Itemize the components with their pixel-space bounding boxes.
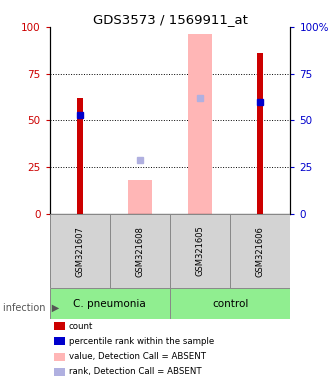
Bar	[50, 214, 110, 288]
Bar	[128, 180, 152, 214]
Text: infection  ▶: infection ▶	[3, 303, 59, 313]
Bar	[188, 34, 212, 214]
Bar	[257, 53, 263, 214]
Title: GDS3573 / 1569911_at: GDS3573 / 1569911_at	[92, 13, 248, 26]
Text: count: count	[69, 321, 93, 331]
Text: rank, Detection Call = ABSENT: rank, Detection Call = ABSENT	[69, 367, 201, 376]
Text: percentile rank within the sample: percentile rank within the sample	[69, 337, 214, 346]
Bar	[170, 214, 230, 288]
Bar	[54, 322, 65, 330]
Bar	[54, 368, 65, 376]
Bar	[77, 98, 82, 214]
Text: GSM321605: GSM321605	[196, 226, 205, 276]
Text: GSM321608: GSM321608	[135, 226, 144, 276]
Bar	[54, 338, 65, 345]
Text: GSM321607: GSM321607	[75, 226, 84, 276]
Text: value, Detection Call = ABSENT: value, Detection Call = ABSENT	[69, 352, 206, 361]
Bar	[230, 214, 290, 288]
Text: C. pneumonia: C. pneumonia	[73, 299, 146, 309]
Bar	[54, 353, 65, 361]
Text: GSM321606: GSM321606	[256, 226, 265, 276]
Bar	[110, 214, 170, 288]
Bar	[170, 288, 290, 319]
Text: control: control	[212, 299, 248, 309]
Bar	[50, 288, 170, 319]
